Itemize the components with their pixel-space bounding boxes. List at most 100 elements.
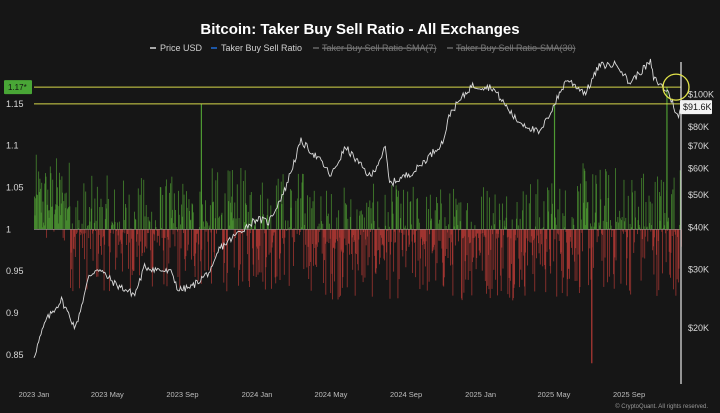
ratio-bar bbox=[331, 229, 333, 274]
ratio-bar bbox=[494, 224, 495, 230]
ratio-bar bbox=[376, 229, 377, 269]
ratio-bar bbox=[303, 229, 305, 270]
ratio-bar bbox=[618, 222, 619, 230]
ratio-bar bbox=[124, 229, 126, 234]
ratio-bar bbox=[551, 183, 553, 230]
ratio-bar bbox=[386, 229, 388, 280]
ratio-bar bbox=[87, 225, 88, 230]
ratio-bar bbox=[183, 229, 184, 234]
ratio-bar bbox=[379, 229, 380, 265]
ratio-bar bbox=[657, 176, 658, 230]
legend-item-ratio[interactable]: Taker Buy Sell Ratio bbox=[211, 43, 302, 53]
ratio-bar bbox=[180, 224, 181, 230]
ratio-bar bbox=[464, 229, 465, 237]
chart-title: Bitcoin: Taker Buy Sell Ratio - All Exch… bbox=[200, 21, 519, 38]
ratio-bar bbox=[562, 213, 564, 230]
ratio-bar bbox=[577, 229, 579, 255]
ratio-bar bbox=[388, 226, 390, 230]
ratio-bar bbox=[341, 229, 343, 252]
ratio-bar bbox=[566, 229, 567, 243]
ratio-bar bbox=[531, 229, 533, 237]
ratio-bar bbox=[426, 196, 428, 230]
ratio-bar bbox=[490, 229, 492, 250]
ratio-bar bbox=[583, 168, 585, 230]
ratio-bar bbox=[420, 229, 421, 259]
ratio-bar bbox=[447, 229, 449, 259]
ratio-bar bbox=[440, 203, 442, 230]
ratio-bar bbox=[586, 208, 588, 230]
ratio-bar bbox=[188, 199, 190, 230]
ratio-bar bbox=[463, 229, 465, 293]
ratio-bar bbox=[470, 229, 472, 243]
ratio-bar bbox=[609, 228, 611, 230]
ratio-bar bbox=[112, 222, 113, 230]
ratio-bar bbox=[561, 229, 563, 294]
ratio-bar bbox=[428, 229, 430, 282]
ratio-bar bbox=[676, 229, 678, 280]
ratio-bar bbox=[497, 229, 498, 296]
ratio-bar bbox=[596, 183, 597, 230]
ratio-bar bbox=[327, 213, 329, 230]
ratio-bar bbox=[125, 203, 126, 230]
ratio-bar bbox=[96, 229, 98, 277]
ratio-bar bbox=[407, 191, 409, 230]
ratio-bar bbox=[522, 210, 523, 230]
ratio-bar bbox=[35, 198, 37, 230]
ratio-bar bbox=[512, 229, 514, 299]
ratio-bar bbox=[342, 229, 344, 278]
ratio-bar bbox=[527, 229, 528, 266]
ratio-bar bbox=[219, 216, 220, 230]
ratio-bar bbox=[629, 229, 630, 291]
ratio-bar bbox=[437, 223, 439, 230]
x-axis: 2023 Jan 2023 May 2023 Sep 2024 Jan 2024 May… bbox=[19, 390, 646, 399]
ratio-bar bbox=[412, 186, 414, 230]
ratio-bar bbox=[404, 225, 406, 230]
ratio-bar bbox=[601, 229, 603, 261]
ratio-bar bbox=[271, 229, 273, 248]
ratio-bar bbox=[311, 229, 313, 245]
ratio-bar bbox=[151, 211, 153, 230]
ratio-bar bbox=[186, 207, 188, 230]
legend-item-price[interactable]: Price USD bbox=[150, 43, 203, 53]
ratio-bar bbox=[182, 183, 184, 230]
legend-item-sma7[interactable]: Taker Buy Sell Ratio-SMA(7) bbox=[313, 43, 437, 53]
ratio-bar bbox=[488, 229, 490, 290]
ratio-bar bbox=[368, 207, 369, 230]
ratio-bar bbox=[199, 191, 201, 230]
right-tick-label: $50K bbox=[688, 190, 709, 200]
ratio-bar bbox=[646, 227, 647, 230]
ratio-bar bbox=[348, 229, 349, 244]
ratio-bar bbox=[559, 188, 561, 230]
ratio-bar bbox=[98, 229, 99, 254]
ratio-bar bbox=[505, 217, 507, 230]
ratio-bar bbox=[658, 229, 660, 291]
ratio-bar bbox=[109, 229, 110, 292]
ratio-bar bbox=[436, 197, 437, 230]
ratio-bar bbox=[49, 166, 51, 230]
left-tick-label: 0.85 bbox=[6, 350, 24, 360]
ratio-bar bbox=[57, 223, 59, 230]
ratio-bar bbox=[126, 229, 128, 234]
ratio-bar bbox=[678, 229, 680, 269]
ratio-bar bbox=[510, 229, 512, 239]
ratio-bar bbox=[584, 170, 586, 230]
ratio-bar bbox=[396, 189, 398, 230]
x-tick-label: 2023 Sep bbox=[166, 390, 198, 399]
ratio-bar bbox=[85, 228, 87, 230]
ratio-bar bbox=[191, 203, 193, 230]
ratio-bar bbox=[84, 229, 85, 260]
ratio-bar bbox=[530, 184, 531, 230]
legend-item-sma30[interactable]: Taker Buy Sell Ratio-SMA(30) bbox=[447, 43, 576, 53]
ratio-bar bbox=[104, 229, 106, 245]
ratio-bar bbox=[125, 207, 127, 230]
ratio-bar bbox=[585, 225, 586, 230]
ratio-bar bbox=[142, 229, 143, 253]
ratio-bar bbox=[487, 229, 489, 286]
ratio-bar bbox=[343, 229, 344, 253]
ratio-bar bbox=[213, 229, 215, 253]
ratio-bar bbox=[167, 229, 168, 237]
ratio-bar bbox=[493, 229, 495, 270]
ratio-bar bbox=[166, 229, 168, 287]
ratio-bar bbox=[302, 173, 304, 230]
